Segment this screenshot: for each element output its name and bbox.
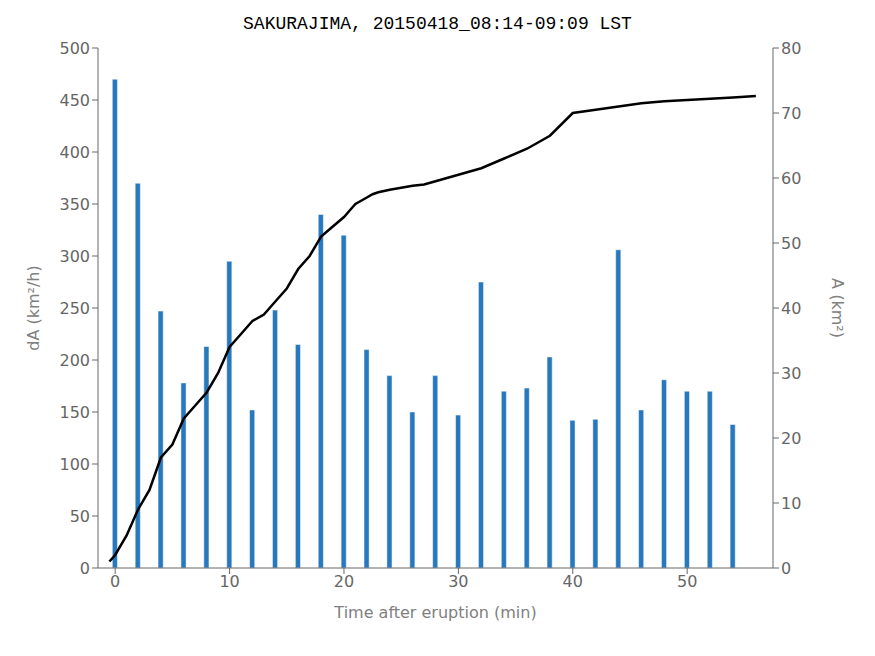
- svg-text:50: 50: [677, 572, 697, 591]
- svg-text:30: 30: [781, 364, 801, 383]
- svg-text:70: 70: [781, 104, 801, 123]
- svg-text:20: 20: [781, 429, 801, 448]
- svg-text:10: 10: [781, 494, 801, 513]
- svg-text:200: 200: [59, 351, 90, 370]
- svg-text:30: 30: [448, 572, 468, 591]
- svg-text:Time after eruption (min): Time after eruption (min): [333, 603, 536, 622]
- svg-text:20: 20: [334, 572, 354, 591]
- svg-text:250: 250: [59, 299, 90, 318]
- svg-text:0: 0: [110, 572, 120, 591]
- svg-text:50: 50: [781, 234, 801, 253]
- svg-text:450: 450: [59, 91, 90, 110]
- svg-text:400: 400: [59, 143, 90, 162]
- svg-text:A (km²): A (km²): [828, 278, 847, 338]
- svg-text:500: 500: [59, 39, 90, 58]
- svg-text:dA (km²/h): dA (km²/h): [24, 265, 43, 350]
- svg-text:350: 350: [59, 195, 90, 214]
- svg-text:100: 100: [59, 455, 90, 474]
- svg-text:40: 40: [781, 299, 801, 318]
- svg-text:0: 0: [781, 559, 791, 578]
- svg-text:300: 300: [59, 247, 90, 266]
- svg-text:80: 80: [781, 39, 801, 58]
- svg-text:40: 40: [563, 572, 583, 591]
- html-text:SAKURAJIMA, 20150418_08:14-09:: SAKURAJIMA, 20150418_08:14-09:09 LST: [243, 14, 632, 34]
- svg-text:150: 150: [59, 403, 90, 422]
- svg-text:10: 10: [219, 572, 239, 591]
- svg-text:50: 50: [70, 507, 90, 526]
- svg-text:60: 60: [781, 169, 801, 188]
- svg-text:0: 0: [80, 559, 90, 578]
